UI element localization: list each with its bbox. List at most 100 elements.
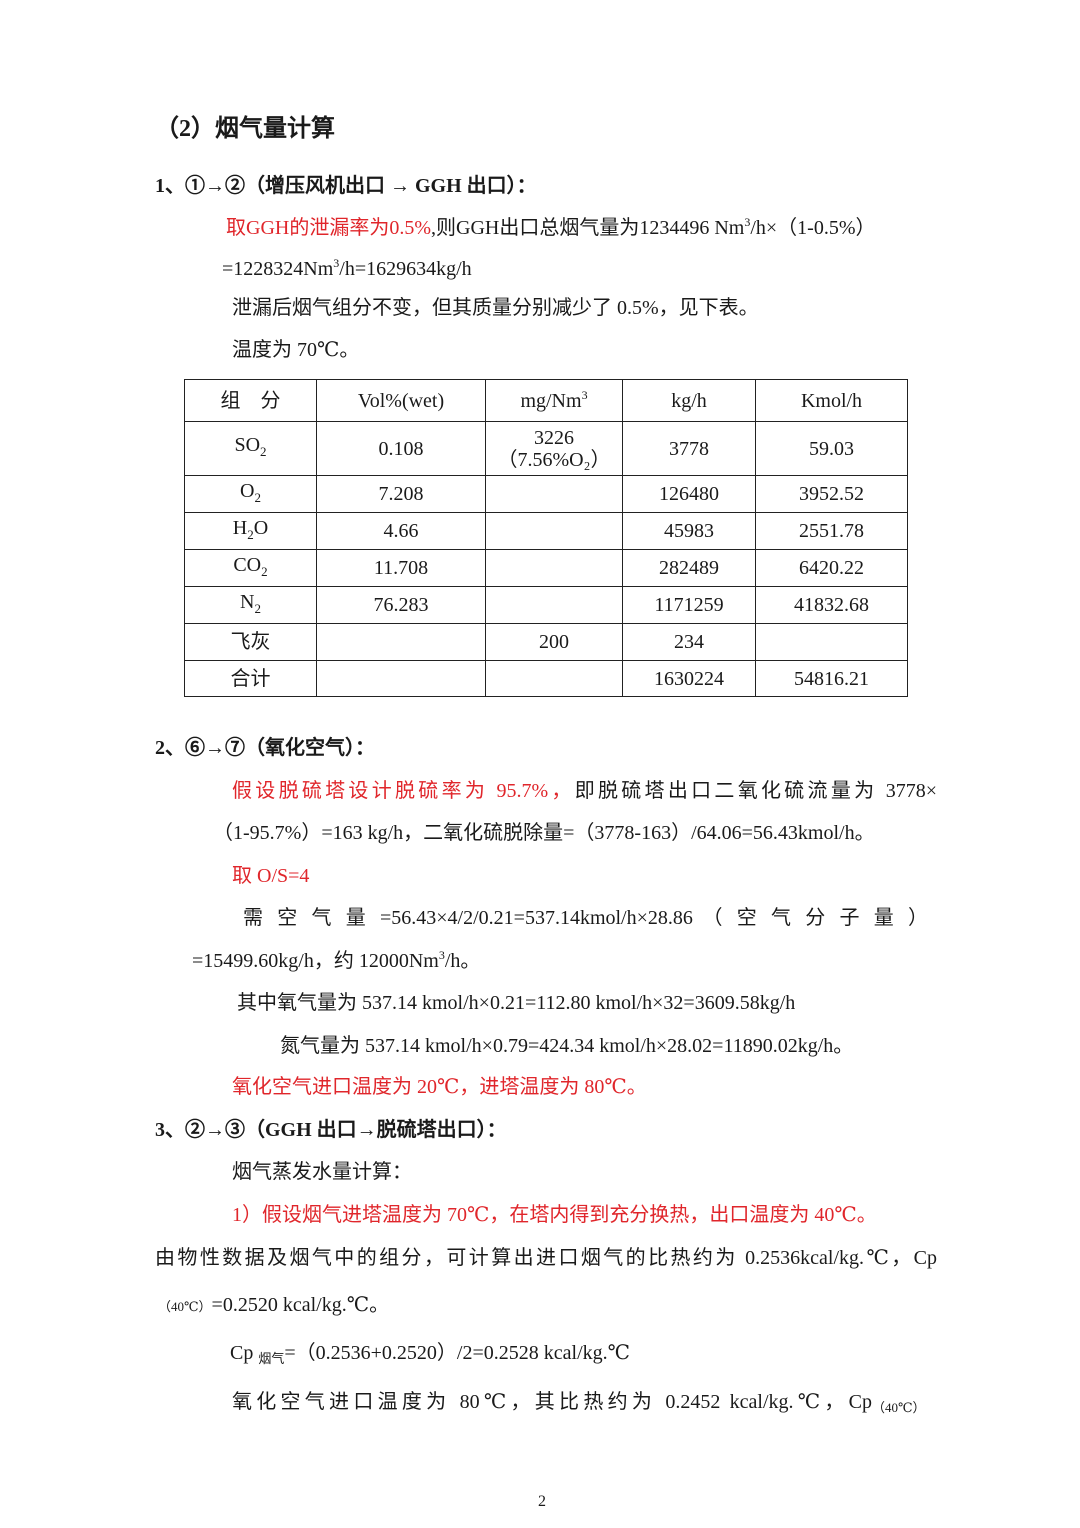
paragraph-line: 氮气量为 537.14 kmol/h×0.79=424.34 kmol/h×28… [280,1035,854,1057]
cell [485,512,623,550]
table-row: 飞灰 200 234 [184,623,908,661]
cell: SO2 [184,421,317,476]
cell [485,586,623,624]
subscript: 2 [254,489,261,505]
page-number: 2 [538,1493,546,1510]
cell: 0.108 [316,421,486,476]
cell: 3778 [622,421,756,476]
subscript: 2 [254,600,261,616]
paragraph-line: 温度为 70℃。 [232,339,360,361]
table-row: CO2 11.708 282489 6420.22 [184,549,908,587]
section2-heading: 2、⑥→⑦（氧化空气）： [155,737,375,759]
header-cell: 组 分 [184,379,317,422]
cell: 1630224 [622,660,756,697]
paragraph-line: =1228324Nm3/h=1629634kg/h [222,257,472,281]
cell: H2O [184,512,317,550]
subscript: 2 [261,563,268,579]
text: 氧化空气进口温度为 80℃，其比热约为 0.2452 kcal/kg.℃，Cp [232,1391,872,1413]
subscript: 2 [247,526,254,542]
highlight-text: 1）假设烟气进塔温度为 70℃，在塔内得到充分换热，出口温度为 40℃。 [232,1204,877,1226]
cell: 126480 [622,475,756,513]
text: =（0.2536+0.2520）/2=0.2528 kcal/kg.℃ [284,1342,630,1364]
superscript: 3 [438,948,445,962]
table-row: O2 7.208 126480 3952.52 [184,475,908,513]
paragraph-line: =15499.60kg/h，约 12000Nm3/h。 [192,949,480,973]
text: CO [233,553,262,576]
highlight-text: 取 O/S=4 [232,865,310,887]
cell [316,660,486,697]
superscript: 3 [333,256,340,270]
text: 即脱硫塔出口二氧化硫流量为 3778× [574,780,937,802]
paragraph-line: 假设脱硫塔设计脱硫率为 95.7%，即脱硫塔出口二氧化硫流量为 3778× [232,779,937,803]
paragraph-line: 烟气蒸发水量计算： [232,1161,412,1183]
cell: 200 [485,623,623,661]
paragraph-line: 由物性数据及烟气中的组分，可计算出进口烟气的比热约为 0.2536kcal/kg… [155,1247,937,1269]
highlight-text: 假设脱硫塔设计脱硫率为 95.7%， [232,780,575,802]
cell [316,623,486,661]
paragraph-line: 氧化空气进口温度为 80℃，其比热约为 0.2452 kcal/kg.℃，Cp（… [232,1390,926,1420]
highlight-text: 取GGH的泄漏率为0.5% [226,217,431,239]
cell: N2 [184,586,317,624]
text: mg/Nm [520,389,582,412]
subscript: 烟气 [258,1351,285,1366]
text: /h。 [444,950,481,972]
text: H [232,516,248,539]
section-title: （2）烟气量计算 [155,116,335,142]
cell: O2 [184,475,317,513]
header-cell: Vol%(wet) [316,379,486,422]
text: /h=1629634kg/h [339,258,472,280]
table-row-total: 合计 1630224 54816.21 [184,660,908,697]
cell: 4.66 [316,512,486,550]
cell: 76.283 [316,586,486,624]
subscript: （40℃） [872,1400,926,1415]
cell: 11.708 [316,549,486,587]
paragraph-line: 需 空 气 量 =56.43×4/2/0.21=537.14kmol/h×28.… [243,907,928,929]
cell: 59.03 [755,421,908,476]
cell [485,660,623,697]
text: N [240,590,255,613]
cell [755,623,908,661]
table-row: H2O 4.66 45983 2551.78 [184,512,908,550]
header-cell: mg/Nm3 [485,379,623,422]
cell: CO2 [184,549,317,587]
text: （7.56%O₂） [497,448,611,471]
section3-heading: 3、②→③（GGH 出口→脱硫塔出口）： [155,1119,507,1141]
paragraph-line: （40℃）=0.2520 kcal/kg.℃。 [158,1293,389,1319]
cell: 7.208 [316,475,486,513]
header-cell: kg/h [622,379,756,422]
superscript: 3 [581,387,588,402]
header-cell: Kmol/h [755,379,908,422]
table-row: N2 76.283 1171259 41832.68 [184,586,908,624]
text: O [253,516,269,539]
cell: 41832.68 [755,586,908,624]
cell: 6420.22 [755,549,908,587]
text: 3226 [534,426,574,449]
text: =15499.60kg/h，约 12000Nm [192,950,439,972]
paragraph-line: Cp 烟气=（0.2536+0.2520）/2=0.2528 kcal/kg.℃ [230,1341,630,1371]
cell: 飞灰 [184,623,317,661]
text: SO [234,434,261,456]
cell [485,549,623,587]
section1-heading: 1、①→②（增压风机出口 → GGH 出口）： [155,175,537,197]
cell [485,475,623,513]
table-row: SO2 0.108 3226 （7.56%O₂） 3778 59.03 [184,421,908,476]
text: /h×（1-0.5%） [750,217,876,239]
paragraph-line: 泄漏后烟气组分不变，但其质量分别减少了 0.5%，见下表。 [232,297,759,319]
flue-gas-table: 组 分 Vol%(wet) mg/Nm3 kg/h Kmol/h SO2 0.1… [184,379,908,697]
cell: 45983 [622,512,756,550]
cell: 3226 （7.56%O₂） [485,421,623,476]
cell: 1171259 [622,586,756,624]
text: Cp [230,1342,259,1364]
subscript: 2 [260,444,267,459]
cell: 282489 [622,549,756,587]
text: O [240,479,255,502]
text: ,则GGH出口总烟气量为1234496 Nm [431,217,745,239]
cell: 2551.78 [755,512,908,550]
cell: 合计 [184,660,317,697]
cell: 234 [622,623,756,661]
subscript: （40℃） [158,1299,212,1314]
paragraph-line: （1-95.7%）=163 kg/h，二氧化硫脱除量=（3778-163）/64… [213,822,875,844]
superscript: 3 [744,215,751,229]
text: =1228324Nm [222,258,334,280]
paragraph-line: 取GGH的泄漏率为0.5%,则GGH出口总烟气量为1234496 Nm3/h×（… [226,216,876,240]
